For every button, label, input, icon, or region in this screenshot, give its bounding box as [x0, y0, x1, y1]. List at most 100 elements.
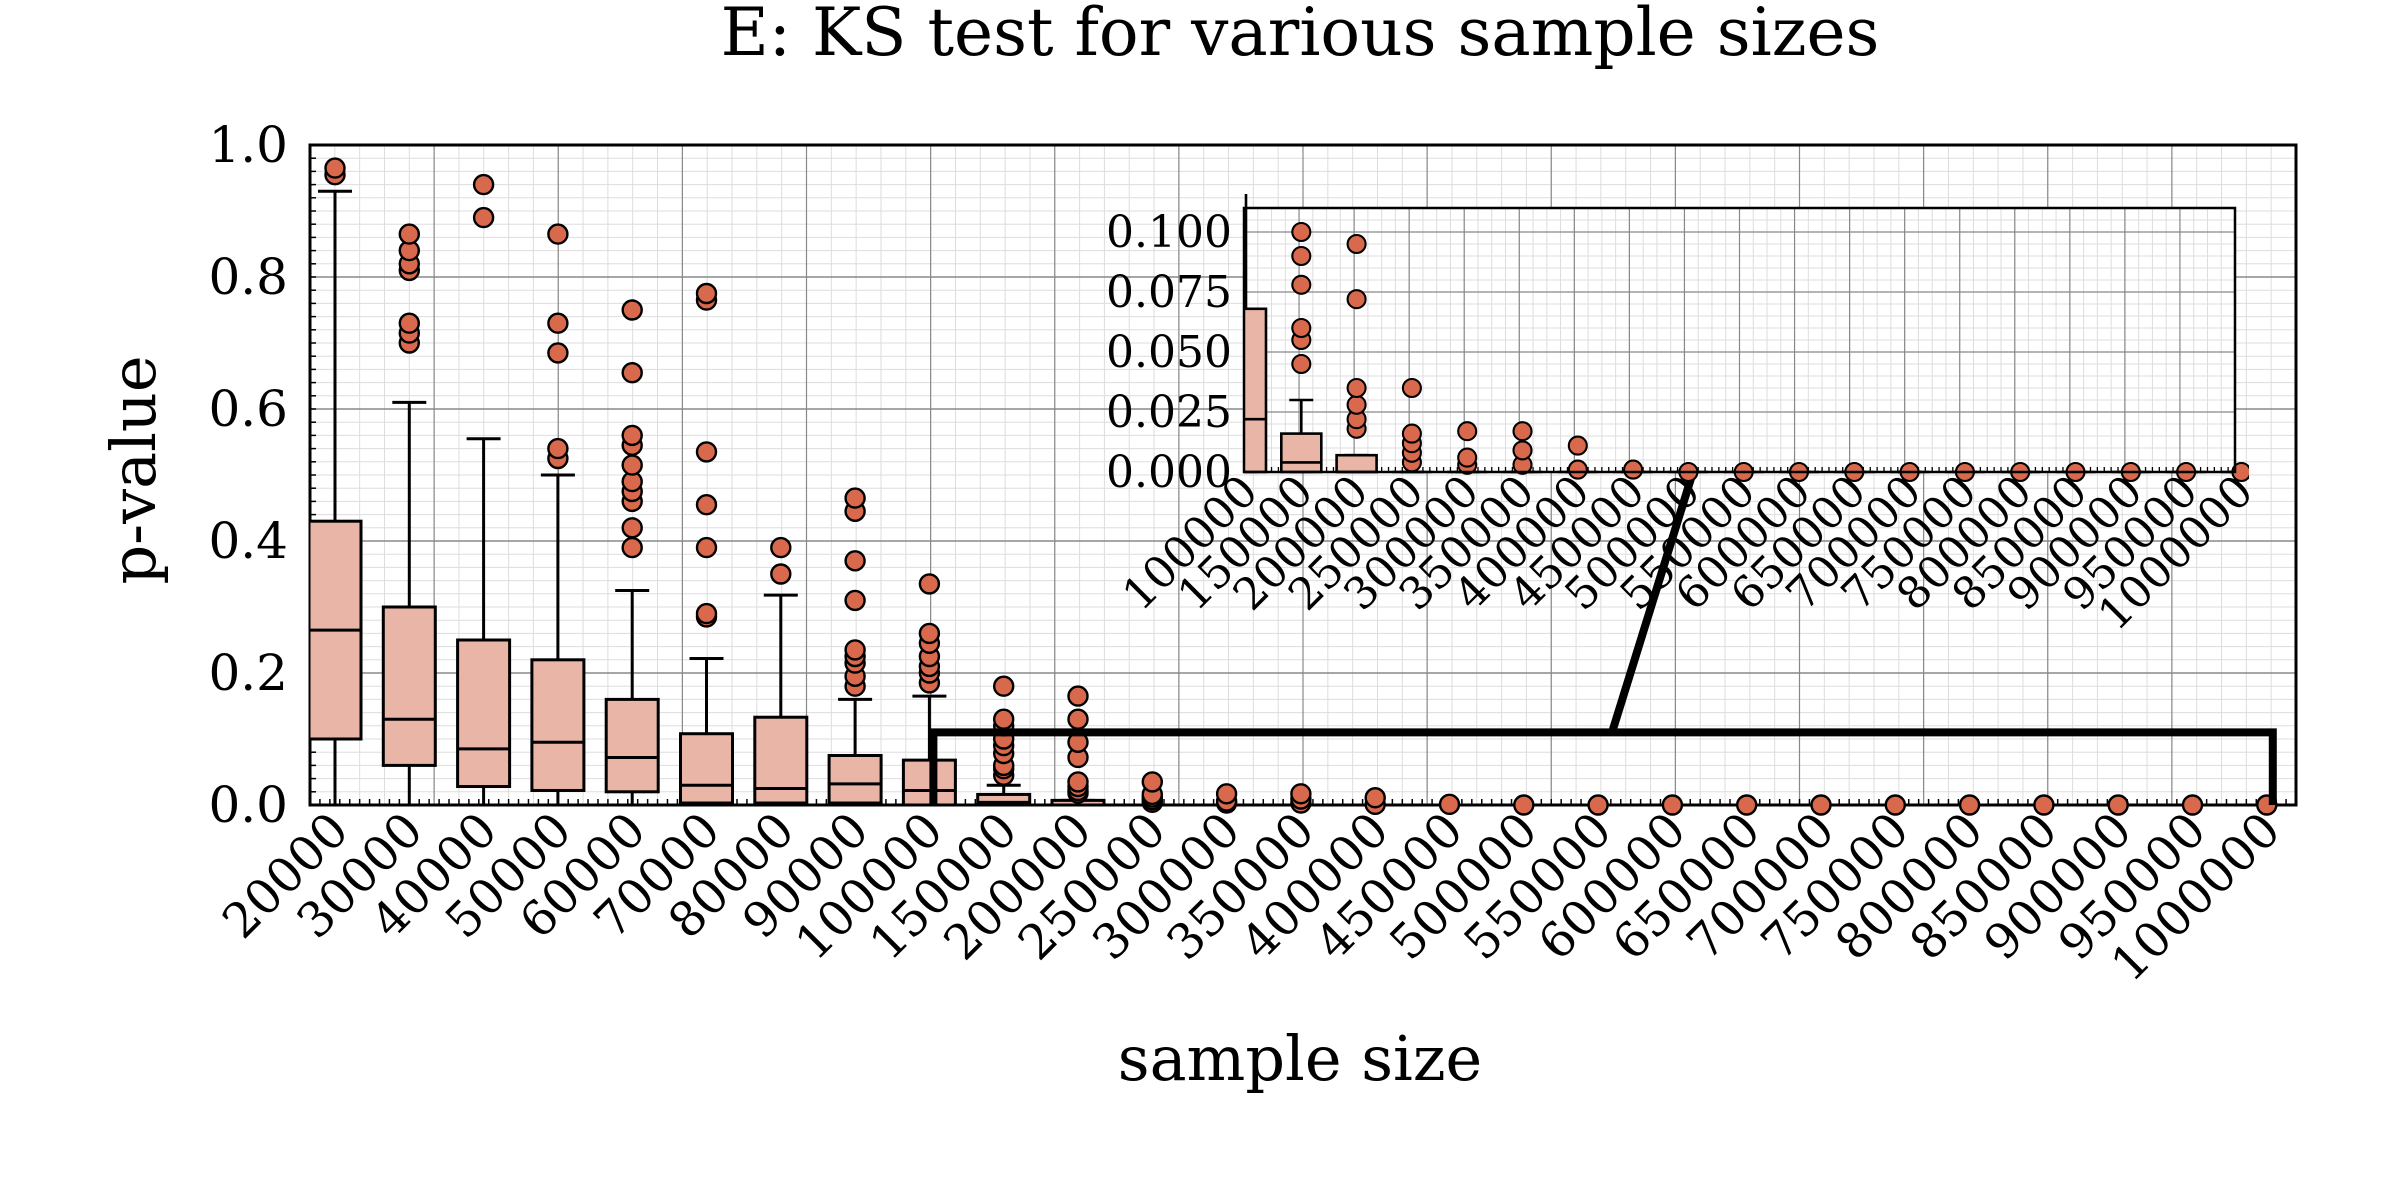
main-outlier: [1290, 783, 1312, 805]
main-box-group-20: [1795, 794, 1847, 816]
main-outlier: [695, 282, 718, 305]
main-box-group-12: [1200, 783, 1253, 814]
main-outlier: [2181, 794, 2204, 816]
inset-plot-area: 0.0000.0250.0500.0750.100100000150000200…: [1106, 151, 2263, 640]
y-tick-label: 0.2: [208, 644, 288, 702]
main-box: [679, 732, 734, 805]
main-box: [753, 715, 809, 805]
main-outlier: [324, 157, 346, 179]
main-outlier: [2107, 794, 2129, 816]
main-box-group-25: [2166, 794, 2219, 816]
main-outlier: [1067, 685, 1089, 707]
main-outlier: [1141, 771, 1164, 793]
inset-outlier: [1291, 221, 1312, 243]
inset-outlier: [1291, 317, 1312, 339]
inset-y-tick-label: 0.075: [1106, 267, 1232, 318]
main-box-group-21: [1869, 794, 1922, 816]
zoom-region-rect: [929, 728, 2277, 805]
main-outlier: [472, 206, 495, 229]
main-box-group-9: [976, 675, 1032, 807]
main-box: [530, 658, 586, 792]
main-box-group-4: [604, 299, 660, 807]
main-box-group-13: [1274, 783, 1327, 814]
main-outlier: [621, 454, 643, 476]
inset-outlier: [1401, 377, 1422, 399]
main-outlier: [1215, 783, 1238, 805]
main-outlier: [621, 362, 643, 384]
inset-outlier: [1567, 435, 1588, 456]
main-box-group-7: [827, 487, 883, 807]
main-outlier: [695, 602, 718, 625]
main-outlier: [547, 312, 569, 334]
y-tick-label: 0.0: [208, 776, 288, 834]
main-outlier: [1661, 794, 1684, 816]
main-outlier: [621, 424, 643, 447]
main-box-group-2: [456, 173, 512, 807]
y-axis-label: p-value: [97, 355, 170, 584]
main-box-group-17: [1572, 794, 1625, 816]
zoom-connector-line: [1608, 470, 1697, 734]
main-box-group-1: [381, 223, 437, 807]
inset-outlier: [1512, 421, 1533, 442]
main-box-group-24: [2092, 794, 2145, 816]
inset-box-group-0: [1244, 194, 1268, 474]
inset-outlier: [1457, 447, 1478, 468]
main-outlier: [472, 173, 495, 196]
main-outlier: [695, 494, 718, 516]
main-outlier: [1735, 794, 1758, 816]
main-box-group-8: [901, 573, 957, 807]
y-tick-label: 0.6: [208, 380, 288, 438]
main-box-group-22: [1943, 794, 1996, 816]
main-box-group-10: [1050, 685, 1106, 807]
main-box-group-6: [753, 536, 809, 807]
main-box: [456, 638, 512, 789]
x-axis-label: sample size: [1118, 1022, 1483, 1095]
inset-outlier: [1291, 245, 1312, 267]
main-outlier: [844, 550, 866, 572]
main-outlier: [1958, 794, 1981, 816]
main-outlier: [547, 342, 569, 364]
inset-outlier: [1291, 274, 1312, 295]
inset-outlier: [1291, 353, 1312, 375]
main-outlier: [770, 563, 792, 585]
y-tick-label: 1.0: [208, 116, 288, 174]
main-box-group-0: [310, 157, 363, 807]
main-outlier: [844, 589, 866, 612]
main-box: [381, 605, 437, 767]
main-outlier: [770, 536, 792, 559]
main-box: [604, 697, 660, 794]
main-box-group-23: [2017, 794, 2070, 816]
y-tick-label: 0.4: [208, 512, 288, 570]
main-outlier: [1438, 793, 1461, 816]
main-outlier: [695, 441, 718, 463]
main-outlier: [844, 639, 866, 661]
main-box-group-14: [1349, 787, 1402, 816]
main-outlier: [993, 708, 1015, 730]
main-outlier: [2033, 794, 2055, 816]
main-outlier: [621, 299, 643, 321]
main-outlier: [1067, 771, 1089, 793]
inset-outlier: [1457, 421, 1478, 442]
inset-outlier: [1348, 151, 1366, 169]
main-outlier: [918, 573, 941, 595]
main-box-group-19: [1720, 794, 1773, 816]
main-outlier: [398, 223, 420, 245]
inset-grid: [1243, 207, 2236, 473]
main-outlier: [1364, 787, 1386, 809]
main-outlier: [547, 223, 569, 245]
inset-outlier: [1346, 377, 1367, 399]
main-outlier: [918, 622, 941, 645]
main-box-group-16: [1497, 794, 1550, 816]
inset-y-tick-label: 0.025: [1106, 387, 1232, 438]
inset-outlier: [1346, 289, 1367, 310]
main-outlier: [993, 675, 1015, 697]
main-box-group-11: [1126, 771, 1179, 814]
inset-outlier: [1292, 151, 1310, 169]
main-outlier: [621, 536, 643, 559]
main-outlier: [1810, 794, 1832, 816]
inset-outlier: [1512, 440, 1533, 461]
chart-title: E: KS test for various sample sizes: [721, 0, 1880, 71]
main-box: [827, 754, 883, 805]
inset-y-tick-label: 0.100: [1106, 207, 1232, 258]
inset-box: [1244, 307, 1268, 474]
